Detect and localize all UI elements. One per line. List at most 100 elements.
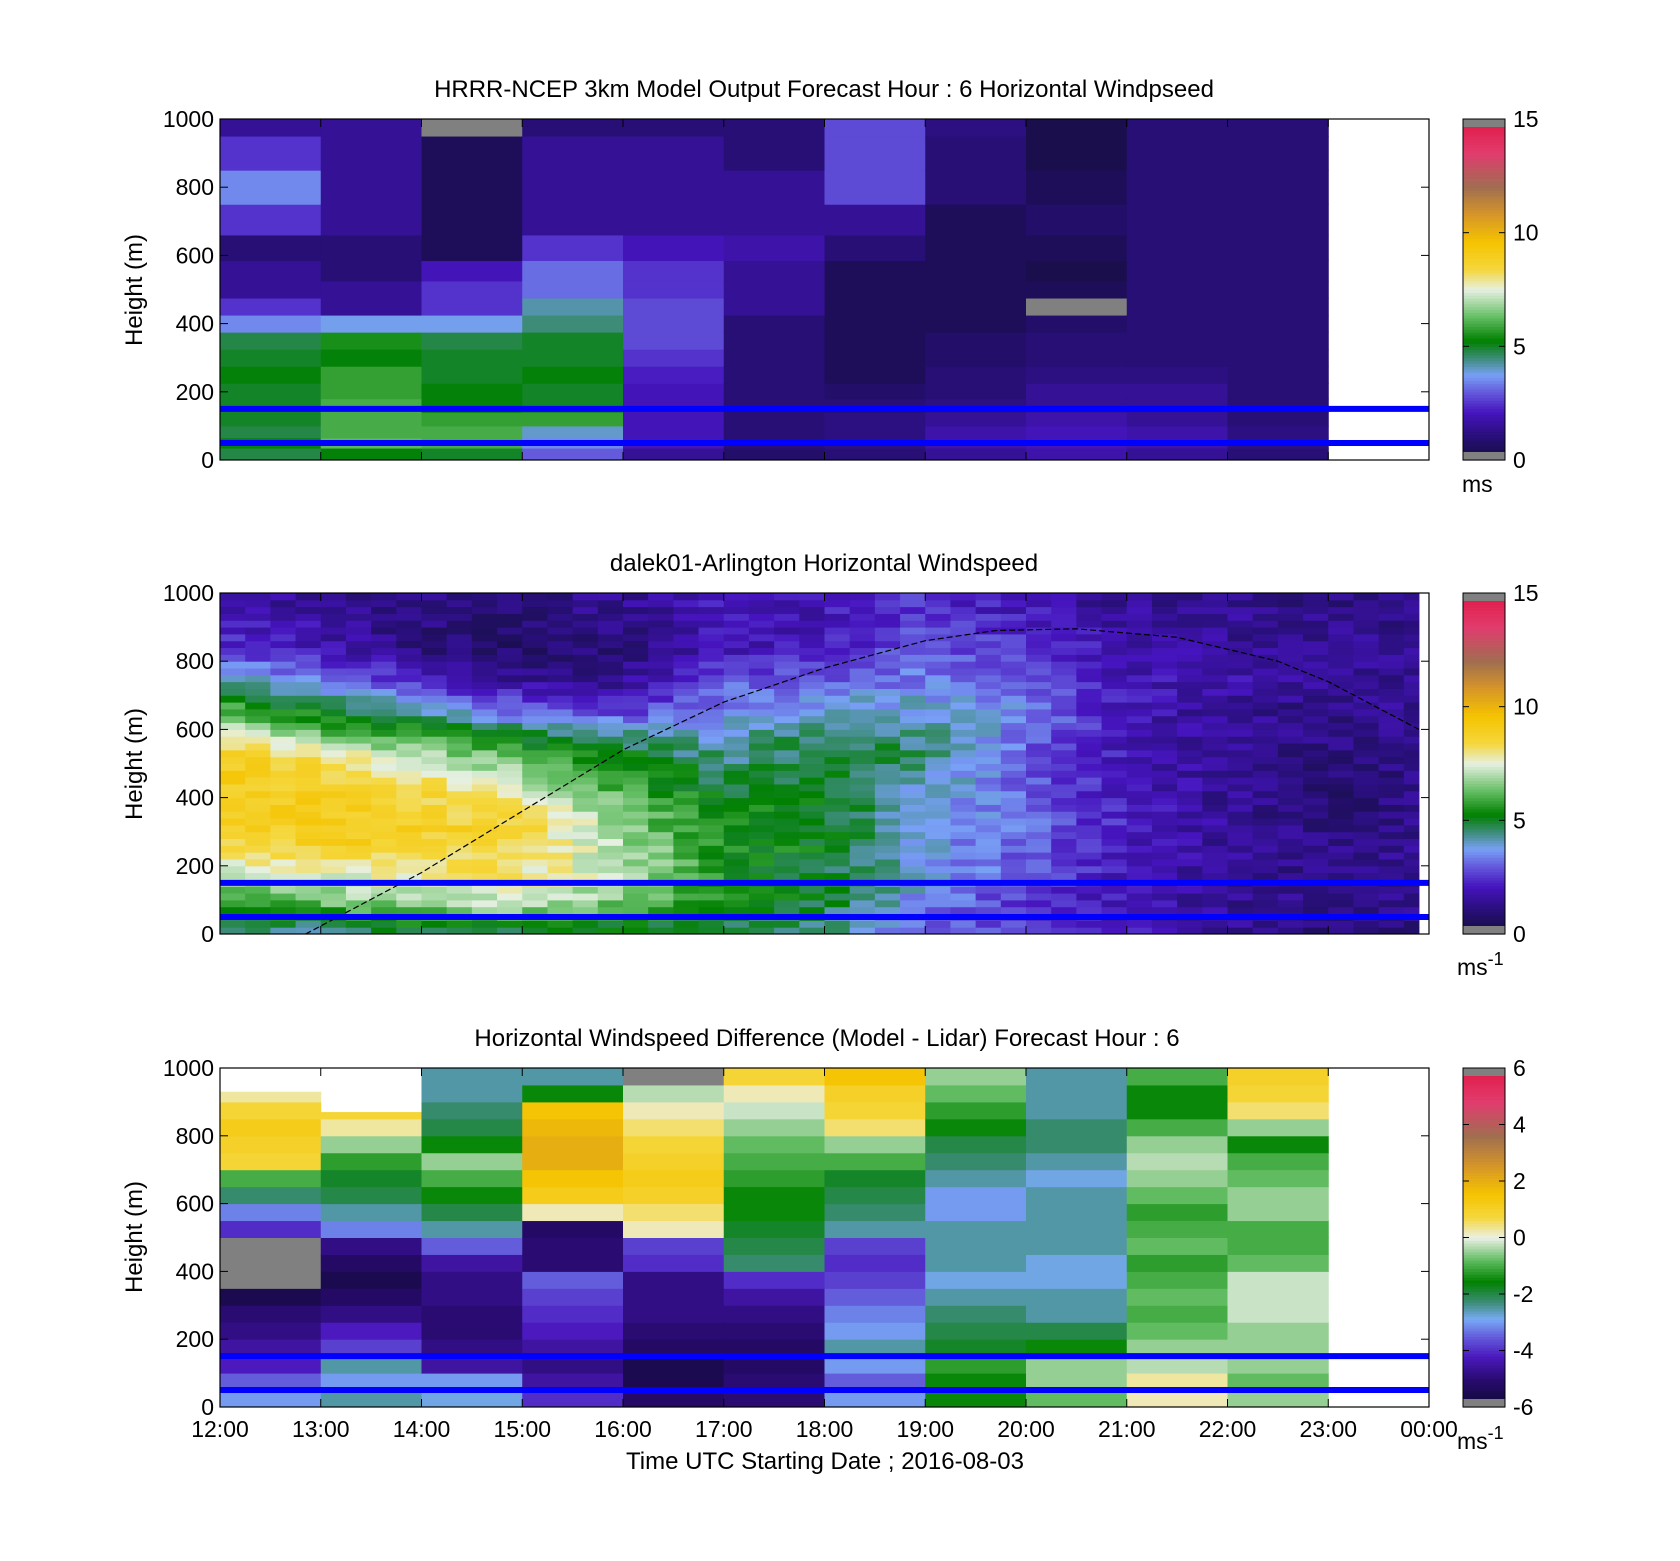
heatmap-cell: [1051, 729, 1077, 737]
heatmap-cell: [1202, 831, 1228, 840]
heatmap-cell: [371, 858, 397, 867]
heatmap-cell: [220, 783, 246, 792]
heatmap-cell: [1227, 1390, 1329, 1407]
heatmap-cell: [345, 845, 372, 853]
heatmap-cell: [824, 1322, 926, 1340]
heatmap-cell: [572, 783, 599, 792]
heatmap-cell: [270, 811, 297, 819]
heatmap-cell: [1227, 708, 1254, 717]
colorbar-segment: [1463, 406, 1505, 410]
heatmap-cell: [547, 640, 574, 649]
heatmap-cell: [748, 606, 775, 614]
heatmap-cell: [748, 872, 775, 880]
colorbar-segment: [1463, 655, 1505, 659]
heatmap-cell: [1403, 777, 1420, 785]
heatmap-cell: [1026, 234, 1128, 262]
heatmap-cell: [623, 315, 725, 333]
heatmap-cell: [1378, 818, 1405, 826]
heatmap-cell: [270, 893, 297, 901]
colorbar-segment: [1463, 306, 1505, 310]
heatmap-cell: [522, 831, 548, 840]
heatmap-cell: [522, 1288, 624, 1306]
colorbar-segment: [1463, 743, 1505, 748]
heatmap-cell: [874, 824, 901, 833]
heatmap-cell: [1051, 633, 1077, 642]
colorbar-segment: [1463, 1339, 1505, 1343]
x-tick-label: 14:00: [393, 1416, 451, 1442]
colorbar-segment: [1463, 380, 1505, 384]
heatmap-cell: [1328, 620, 1354, 628]
heatmap-cell: [1277, 654, 1304, 662]
colorbar-segment: [1463, 1370, 1505, 1374]
heatmap-cell: [1378, 668, 1405, 676]
heatmap-cell: [723, 1271, 825, 1289]
heatmap-cell: [1126, 1068, 1228, 1086]
heatmap-cell: [723, 797, 750, 805]
heatmap-cell: [824, 654, 851, 662]
heatmap-cell: [799, 729, 825, 737]
heatmap-cell: [748, 763, 775, 771]
heatmap-cell: [1252, 797, 1279, 805]
heatmap-cell: [371, 777, 397, 785]
heatmap-cell: [698, 886, 725, 894]
heatmap-cell: [1227, 640, 1254, 649]
heatmap-cell: [975, 886, 1002, 894]
heatmap-cell: [1101, 845, 1128, 853]
heatmap-cell: [648, 620, 674, 628]
heatmap-cell: [1076, 674, 1103, 683]
heatmap-cell: [1101, 906, 1128, 915]
colorbar-segment: [1463, 1096, 1505, 1100]
heatmap-cell: [497, 606, 523, 614]
heatmap-cell: [925, 715, 951, 724]
heatmap-cell: [320, 708, 347, 717]
heatmap-cell: [723, 743, 750, 751]
heatmap-cell: [975, 729, 1002, 737]
heatmap-cell: [824, 1390, 926, 1407]
heatmap-cell: [623, 1169, 725, 1188]
heatmap-cell: [396, 743, 422, 751]
colorbar-segment: [1463, 862, 1505, 867]
heatmap-cell: [1328, 647, 1354, 655]
heatmap-cell: [320, 1322, 422, 1340]
colorbar-segment: [1463, 908, 1505, 912]
heatmap-cell: [1000, 620, 1027, 628]
heatmap-cell: [1353, 797, 1380, 805]
heatmap-cell: [320, 1135, 422, 1154]
heatmap-cell: [1026, 1271, 1128, 1289]
heatmap-cell: [975, 872, 1002, 880]
heatmap-cell: [446, 790, 473, 799]
heatmap-cell: [522, 315, 624, 333]
heatmap-cell: [220, 845, 246, 853]
colorbar-tick-label: -6: [1513, 1394, 1533, 1420]
heatmap-cell: [1026, 790, 1052, 799]
heatmap-cell: [245, 613, 271, 621]
heatmap-cell: [723, 349, 825, 367]
heatmap-cell: [345, 606, 372, 614]
heatmap-cell: [220, 668, 246, 676]
heatmap-cell: [975, 674, 1002, 683]
heatmap-cell: [748, 756, 775, 764]
heatmap-cell: [698, 729, 725, 737]
heatmap-cell: [547, 593, 574, 601]
heatmap-cell: [547, 668, 574, 676]
heatmap-cell: [900, 763, 926, 771]
heatmap-cell: [245, 906, 271, 915]
heatmap-cell: [723, 756, 750, 764]
heatmap-cell: [824, 681, 851, 689]
heatmap-cell: [522, 1203, 624, 1222]
heatmap-cell: [396, 756, 422, 764]
heatmap-cell: [1378, 790, 1405, 799]
colorbar-segment: [1463, 292, 1505, 296]
heatmap-cell: [446, 654, 473, 662]
colorbar-frame: [1462, 592, 1506, 935]
heatmap-cell: [295, 858, 322, 867]
y-tick-label: 1000: [163, 106, 214, 132]
heatmap-cell: [799, 681, 825, 689]
heatmap-cell: [698, 811, 725, 819]
heatmap-cell: [723, 1169, 825, 1188]
heatmap-cell: [1126, 1356, 1228, 1374]
colorbar-segment: [1463, 1082, 1505, 1086]
heatmap-cell: [220, 1152, 322, 1171]
heatmap-cell: [1151, 824, 1178, 833]
colorbar-segment: [1463, 167, 1505, 171]
